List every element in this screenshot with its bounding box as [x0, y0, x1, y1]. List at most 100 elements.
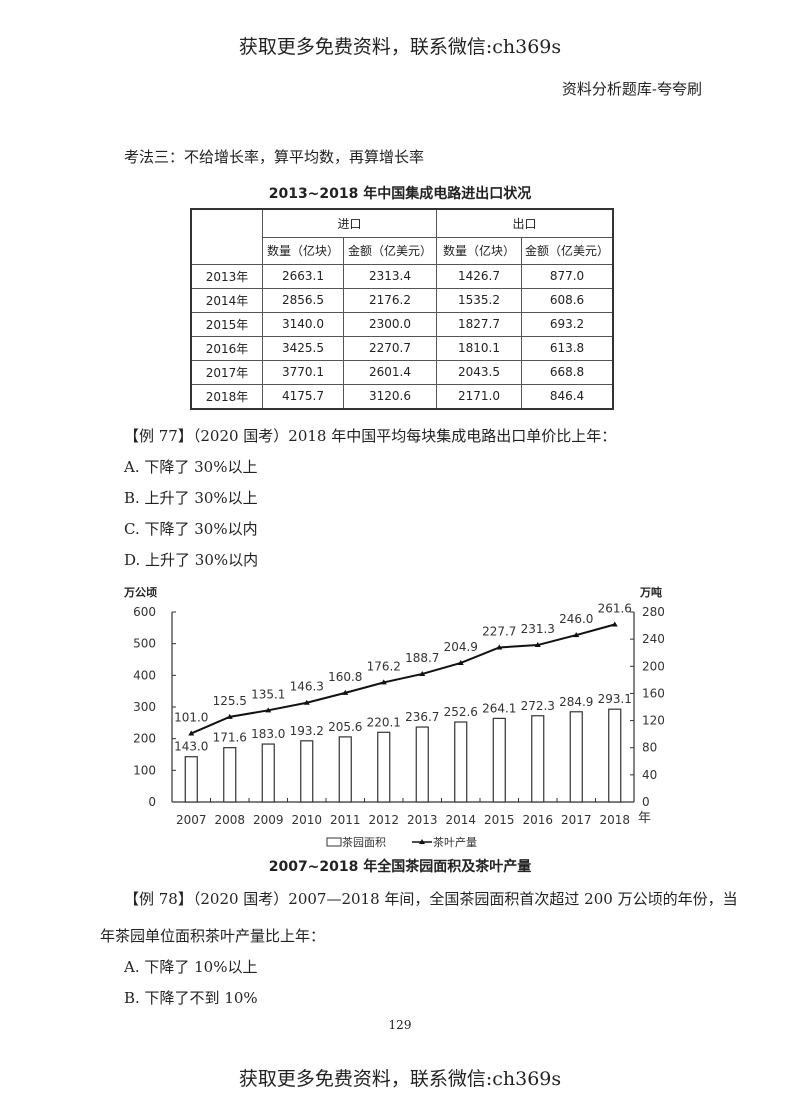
right-tick-label: 240: [642, 632, 665, 646]
left-tick-label: 600: [133, 605, 156, 619]
line-value-label: 101.0: [174, 710, 208, 724]
q77-option-c: C. 下降了 30%以内: [124, 520, 258, 538]
line-tea-output: [190, 623, 616, 735]
q77-stem: 【例 77】（2020 国考）2018 年中国平均每块集成电路出口单价比上年：: [124, 427, 617, 445]
bar-value-label: 183.0: [251, 727, 285, 741]
left-tick-label: 0: [148, 795, 156, 809]
bar-value-label: 264.1: [482, 701, 516, 715]
q78-option-b: B. 下降了不到 10%: [124, 989, 258, 1007]
bar-tea-area: [569, 711, 583, 803]
line-marker: [457, 659, 464, 665]
bar-tea-area: [261, 743, 275, 803]
chart-title: 2007~2018 年全国茶园面积及茶叶产量: [268, 859, 532, 875]
line-marker: [419, 670, 426, 676]
x-tick-label: 2015: [484, 813, 515, 827]
legend-line-label: 茶叶产量: [433, 835, 477, 849]
line-marker: [303, 699, 310, 705]
row-year: 2015年: [190, 311, 263, 337]
bar-tea-area: [377, 731, 391, 803]
right-tick-label: 80: [642, 741, 657, 755]
right-tick-label: 160: [642, 686, 665, 700]
right-tick-label: 0: [642, 795, 650, 809]
ic-trade-table: 进口 出口 数量（亿块） 金额（亿美元） 数量（亿块） 金额（亿美元） 2013…: [190, 208, 614, 410]
x-tick-label: 2013: [407, 813, 438, 827]
table-row: 2017年 3770.1 2601.4 2043.5 668.8: [190, 359, 614, 385]
table-cell: 2176.2: [343, 287, 437, 313]
line-value-label: 146.3: [290, 680, 324, 694]
bar-value-label: 236.7: [405, 710, 439, 724]
header-title: 资料分析题库-夸夸刷: [561, 80, 702, 98]
table-cell: 2171.0: [436, 383, 522, 409]
x-tick-label: 2009: [253, 813, 284, 827]
left-tick-label: 300: [133, 700, 156, 714]
table-corner-cell: [190, 208, 263, 265]
row-year: 2017年: [190, 359, 263, 385]
q77-option-b: B. 上升了 30%以上: [124, 489, 258, 507]
left-axis-label: 万公顷: [123, 586, 157, 599]
bar-value-label: 143.0: [174, 740, 208, 754]
line-marker: [380, 679, 387, 685]
table-row: 2018年 4175.7 3120.6 2171.0 846.4: [190, 383, 614, 409]
q78-stem-line2: 年茶园单位面积茶叶产量比上年：: [100, 927, 326, 945]
right-tick-label: 120: [642, 714, 665, 728]
table-cell: 3120.6: [343, 383, 437, 409]
line-marker: [188, 730, 195, 736]
line-value-label: 176.2: [367, 659, 401, 673]
row-year: 2013年: [190, 263, 263, 289]
x-tick-label: 2018: [599, 813, 630, 827]
bar-tea-area: [492, 717, 506, 803]
x-tick-label: 2016: [522, 813, 553, 827]
table-title: 2013~2018 年中国集成电路进出口状况: [268, 186, 532, 202]
q78-stem-line1: 【例 78】（2020 国考）2007—2018 年间，全国茶园面积首次超过 2…: [124, 890, 738, 908]
watermark-top: 获取更多免费资料，联系微信:ch369s: [238, 36, 562, 58]
bar-value-label: 193.2: [290, 724, 324, 738]
table-cell: 2856.5: [262, 287, 344, 313]
line-value-label: 246.0: [559, 612, 593, 626]
line-value-label: 204.9: [444, 640, 478, 654]
left-tick-label: 500: [133, 637, 156, 651]
table-cell: 1535.2: [436, 287, 522, 313]
line-value-label: 227.7: [482, 624, 516, 638]
line-marker: [611, 621, 618, 627]
bar-tea-area: [415, 726, 429, 803]
bar-tea-area: [184, 756, 198, 803]
legend-bar-label: 茶园面积: [342, 836, 386, 849]
line-value-label: 160.8: [328, 670, 362, 684]
col-header: 金额（亿美元）: [343, 236, 437, 265]
table-cell: 846.4: [521, 383, 614, 409]
x-tick-label: 2012: [368, 813, 399, 827]
section-heading: 考法三：不给增长率，算平均数，再算增长率: [124, 148, 425, 166]
table-row: 2015年 3140.0 2300.0 1827.7 693.2: [190, 311, 614, 337]
left-tick-label: 100: [133, 763, 156, 777]
left-tick-label: 200: [133, 732, 156, 746]
row-year: 2014年: [190, 287, 263, 313]
line-value-label: 135.1: [251, 687, 285, 701]
bar-tea-area: [300, 740, 314, 803]
legend-bar-swatch: [326, 837, 342, 847]
bar-value-label: 272.3: [521, 699, 555, 713]
right-tick-label: 200: [642, 659, 665, 673]
line-value-label: 231.3: [521, 622, 555, 636]
bar-tea-area: [223, 747, 237, 803]
bar-value-label: 220.1: [367, 715, 401, 729]
bar-tea-area: [608, 708, 622, 803]
bar-value-label: 284.9: [559, 695, 593, 709]
x-tick-label: 2007: [176, 813, 207, 827]
bar-tea-area: [338, 736, 352, 803]
page-number: 129: [388, 1018, 412, 1032]
bar-tea-area: [531, 715, 545, 803]
line-marker: [496, 644, 503, 650]
right-tick-label: 40: [642, 768, 657, 782]
line-marker: [226, 713, 233, 719]
col-header: 金额（亿美元）: [521, 236, 614, 265]
left-tick-label: 400: [133, 668, 156, 682]
x-tick-label: 2010: [291, 813, 322, 827]
x-tick-label: 2014: [445, 813, 476, 827]
group-header-export: 出口: [436, 208, 614, 238]
table-row: 2013年 2663.1 2313.4 1426.7 877.0: [190, 263, 614, 289]
line-marker: [534, 642, 541, 648]
line-value-label: 125.5: [213, 694, 247, 708]
table-cell: 2270.7: [343, 335, 437, 361]
line-marker: [342, 689, 349, 695]
table-cell: 2601.4: [343, 359, 437, 385]
